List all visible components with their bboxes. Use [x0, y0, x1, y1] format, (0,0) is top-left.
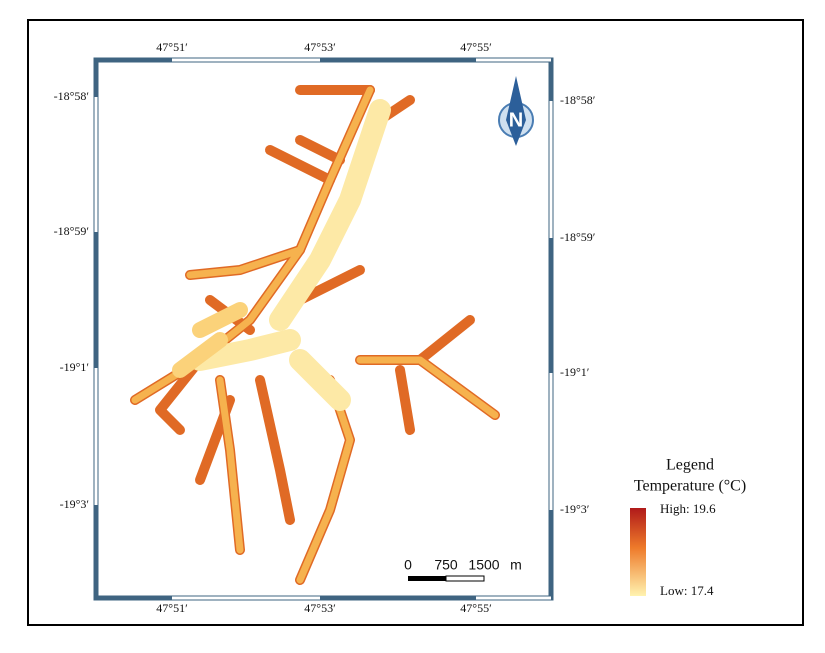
right-coordinate: -18°58′ — [560, 93, 596, 107]
legend-low: Low: 17.4 — [660, 583, 714, 598]
left-coordinate: -18°58′ — [54, 89, 90, 103]
bottom-coordinate: 47°51′ — [156, 601, 188, 615]
scale-label: 1500 — [468, 557, 499, 573]
bottom-coordinate: 47°53′ — [304, 601, 336, 615]
top-coordinate: 47°51′ — [156, 40, 188, 54]
scale-label: 750 — [434, 557, 458, 573]
right-coordinate: -19°3′ — [560, 502, 590, 516]
coordinate-labels: 47°51′ 47°53′ 47°55′ 47°51′ 47°53′ 47°55′ -18°… — [54, 40, 596, 615]
frame-ticks — [94, 58, 553, 600]
right-coordinate: -18°59′ — [560, 230, 596, 244]
lake — [130, 85, 500, 585]
north-label: N — [509, 109, 523, 131]
legend-high: High: 19.6 — [660, 501, 716, 516]
left-coordinate: -19°1′ — [60, 360, 90, 374]
legend: Legend Temperature (°C) High: 19.6 Low: … — [630, 457, 746, 598]
scale-label: 0 — [404, 557, 412, 573]
scale-unit: m — [510, 557, 522, 573]
top-coordinate: 47°53′ — [304, 40, 336, 54]
legend-ramp — [630, 508, 646, 596]
bottom-coordinate: 47°55′ — [460, 601, 492, 615]
legend-title: Legend — [666, 457, 714, 474]
left-coordinate: -19°3′ — [60, 497, 90, 511]
north-arrow: N — [498, 76, 534, 146]
left-coordinate: -18°59′ — [54, 224, 90, 238]
right-coordinate: -19°1′ — [560, 365, 590, 379]
scale-bar: 0 750 1500 m — [404, 557, 522, 582]
legend-subtitle: Temperature (°C) — [634, 478, 746, 495]
top-coordinate: 47°55′ — [460, 40, 492, 54]
